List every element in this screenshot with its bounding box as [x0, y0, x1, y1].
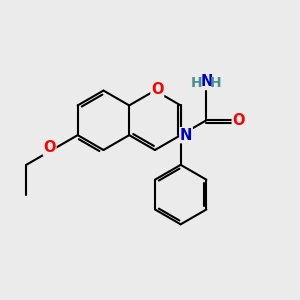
Text: H: H — [191, 76, 203, 90]
Text: H: H — [210, 76, 222, 90]
Text: O: O — [43, 140, 56, 155]
Text: N: N — [200, 74, 213, 89]
Text: O: O — [151, 82, 164, 97]
Text: N: N — [180, 128, 192, 142]
Text: O: O — [232, 113, 245, 128]
